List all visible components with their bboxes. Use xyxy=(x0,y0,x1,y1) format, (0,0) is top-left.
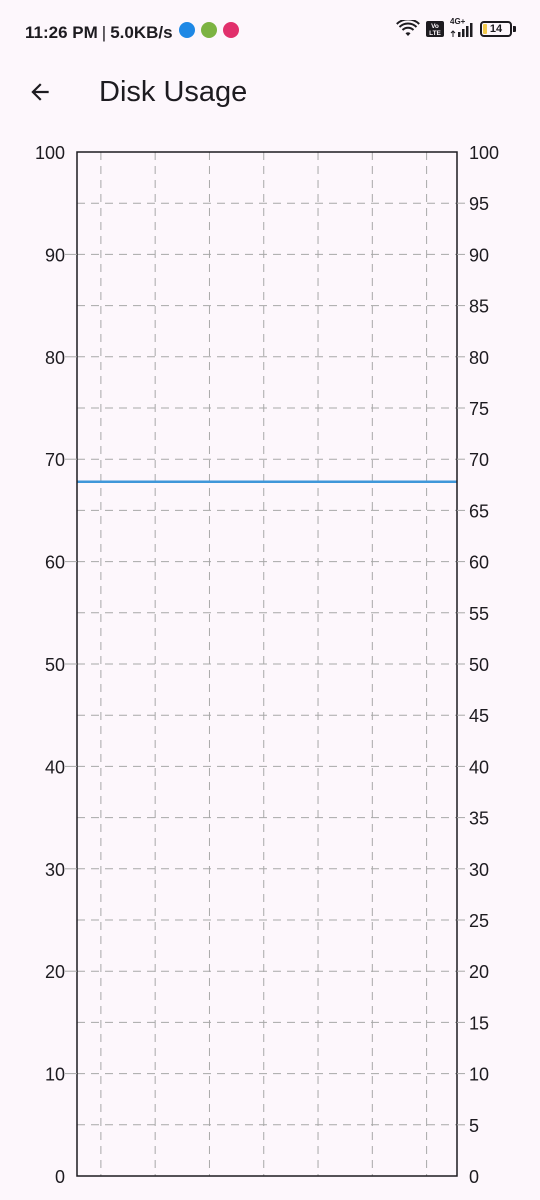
status-left: 11:26 PM | 5.0KB/s xyxy=(25,22,239,43)
status-right: Vo LTE 4G+ 14 xyxy=(396,17,516,38)
left-tick-label: 40 xyxy=(45,757,65,777)
left-tick-label: 80 xyxy=(45,348,65,368)
right-tick-label: 100 xyxy=(469,143,499,163)
right-tick-label: 25 xyxy=(469,911,489,931)
status-bar: 11:26 PM | 5.0KB/s Vo LTE 4G+ xyxy=(0,0,540,64)
network-speed: 5.0KB/s xyxy=(110,22,173,42)
right-tick-label: 70 xyxy=(469,450,489,470)
chart-grid xyxy=(77,152,457,1176)
left-tick-label: 60 xyxy=(45,553,65,573)
right-tick-label: 45 xyxy=(469,706,489,726)
right-tick-label: 10 xyxy=(469,1065,489,1085)
right-tick-label: 80 xyxy=(469,348,489,368)
right-tick-label: 0 xyxy=(469,1167,479,1187)
app-icon xyxy=(200,22,217,38)
right-tick-label: 5 xyxy=(469,1116,479,1136)
status-separator: | xyxy=(101,22,107,42)
volte-icon: Vo LTE xyxy=(426,21,444,37)
arrow-back-icon xyxy=(31,83,49,101)
left-tick-label: 50 xyxy=(45,655,65,675)
right-tick-label: 75 xyxy=(469,399,489,419)
right-tick-label: 85 xyxy=(469,297,489,317)
left-tick-label: 100 xyxy=(35,143,65,163)
disk-usage-chart: 0 10 20 30 40 50 60 70 80 90 100 0 5 10 15 20 25 30 35 40 4… xyxy=(35,143,499,1187)
network-type: 4G+ xyxy=(450,17,474,38)
left-tick-label: 10 xyxy=(45,1065,65,1085)
wifi-icon xyxy=(396,20,420,36)
app-bar: Disk Usage xyxy=(0,64,540,120)
signal-icon xyxy=(450,23,473,37)
status-time: 11:26 PM xyxy=(25,22,98,42)
right-tick-label: 60 xyxy=(469,553,489,573)
left-tick-label: 0 xyxy=(55,1167,65,1187)
notification-icons xyxy=(173,22,239,43)
right-tick-label: 50 xyxy=(469,655,489,675)
svg-text:LTE: LTE xyxy=(429,30,441,37)
right-tick-label: 20 xyxy=(469,962,489,982)
right-axis: 0 5 10 15 20 25 30 35 40 45 50 55 60 65 70 75 80 85 90 95 10… xyxy=(457,143,499,1187)
battery-level: 14 xyxy=(489,23,503,35)
right-tick-label: 65 xyxy=(469,501,489,521)
right-tick-label: 35 xyxy=(469,809,489,829)
left-axis: 0 10 20 30 40 50 60 70 80 90 100 xyxy=(35,143,77,1187)
left-tick-label: 70 xyxy=(45,450,65,470)
right-tick-label: 30 xyxy=(469,860,489,880)
page-title: Disk Usage xyxy=(99,76,248,108)
left-tick-label: 90 xyxy=(45,245,65,265)
right-tick-label: 90 xyxy=(469,245,489,265)
left-tick-label: 30 xyxy=(45,860,65,880)
right-tick-label: 55 xyxy=(469,604,489,624)
right-tick-label: 40 xyxy=(469,757,489,777)
back-button[interactable] xyxy=(20,72,60,112)
svg-text:Vo: Vo xyxy=(431,23,439,30)
battery-icon: 14 xyxy=(480,21,516,37)
messages-icon xyxy=(178,22,195,38)
right-tick-label: 15 xyxy=(469,1013,489,1033)
left-tick-label: 20 xyxy=(45,962,65,982)
instagram-icon xyxy=(222,22,239,38)
right-tick-label: 95 xyxy=(469,194,489,214)
